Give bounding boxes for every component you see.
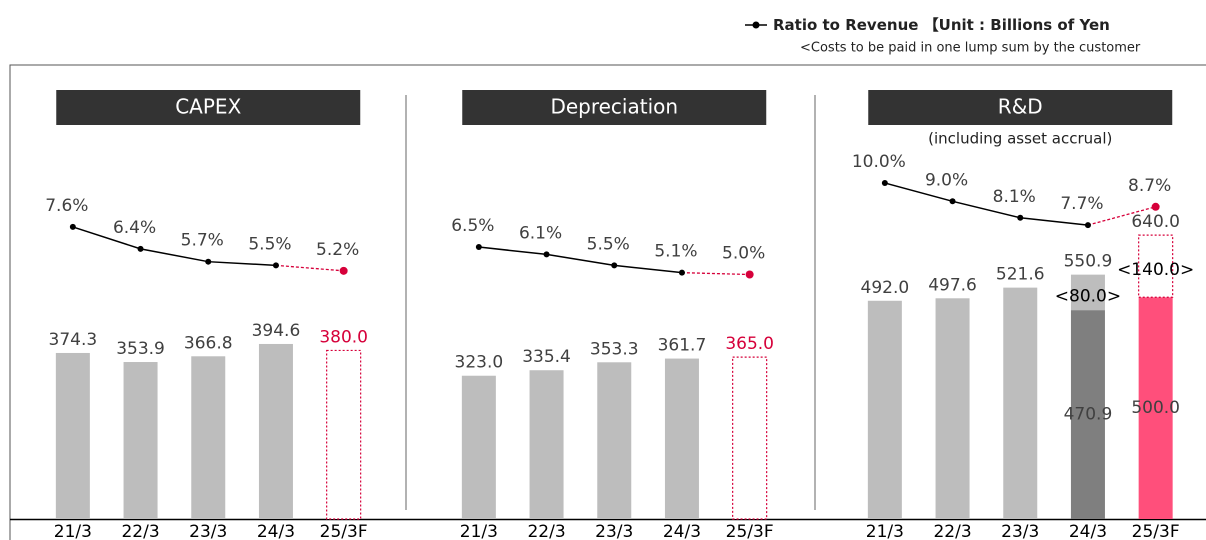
value-label: 374.3: [49, 330, 98, 350]
value-label: 500.0: [1131, 398, 1180, 418]
panel-title: CAPEX: [175, 95, 241, 119]
bar: [1003, 287, 1038, 519]
ratio-label: 5.2%: [316, 240, 359, 260]
ratio-point: [1084, 222, 1091, 229]
panel-subtitle: (including asset accrual): [928, 130, 1112, 148]
panel-title: R&D: [998, 95, 1043, 119]
ratio-point: [1151, 202, 1160, 211]
value-label: 394.6: [252, 321, 301, 341]
value-label: 361.7: [658, 336, 707, 356]
ratio-point: [205, 258, 212, 265]
value-label: 380.0: [319, 327, 368, 347]
ratio-label: 5.5%: [587, 234, 630, 254]
total-label: 640.0: [1131, 212, 1180, 232]
ratio-line-forecast: [681, 272, 750, 276]
bar: [597, 362, 632, 519]
x-tick-label: 21/3: [54, 522, 92, 540]
segment-label: <80.0>: [1055, 286, 1121, 306]
x-tick-label: 22/3: [933, 522, 971, 540]
ratio-label: 5.1%: [654, 242, 697, 262]
ratio-point: [745, 270, 754, 279]
segment-label: <140.0>: [1117, 260, 1194, 280]
x-tick-label: 22/3: [121, 522, 159, 540]
ratio-label: 6.5%: [451, 216, 494, 236]
title-box: [868, 90, 1173, 125]
legend-label: Ratio to Revenue 【Unit : Billions of Yen: [773, 16, 1110, 34]
bar: [867, 300, 902, 519]
bar: [191, 356, 226, 519]
x-tick-label: 23/3: [1001, 522, 1039, 540]
ratio-label: 5.5%: [248, 234, 291, 254]
bar: [1138, 234, 1174, 298]
bar: [123, 362, 158, 519]
ratio-point: [137, 245, 144, 252]
legend-marker: [752, 21, 760, 29]
ratio-label: 5.7%: [181, 231, 224, 251]
value-label: 353.9: [116, 339, 165, 359]
x-tick-label: 21/3: [460, 522, 498, 540]
ratio-label: 6.1%: [519, 223, 562, 243]
ratio-label: 7.7%: [1060, 194, 1103, 214]
ratio-line-forecast: [1087, 206, 1156, 226]
ratio-line: [72, 226, 276, 267]
ratio-point: [543, 251, 550, 258]
title-box: [56, 90, 361, 125]
bar: [529, 370, 564, 519]
ratio-label: 7.6%: [45, 196, 88, 216]
ratio-label: 5.0%: [722, 244, 765, 264]
ratio-point: [69, 223, 76, 230]
x-tick-label: 25/3F: [320, 522, 368, 540]
value-label: 335.4: [522, 347, 571, 367]
value-label: 521.6: [996, 265, 1045, 285]
value-label: 492.0: [861, 278, 910, 298]
note: <Costs to be paid in one lump sum by the…: [800, 41, 1141, 56]
x-tick-label: 23/3: [189, 522, 227, 540]
ratio-label: 9.0%: [925, 170, 968, 190]
ratio-point: [475, 244, 482, 251]
bar: [461, 375, 496, 519]
ratio-point: [339, 266, 348, 275]
ratio-point: [611, 262, 618, 269]
value-label: 497.6: [928, 275, 977, 295]
value-label: 470.9: [1064, 405, 1113, 425]
value-label: 353.3: [590, 339, 639, 359]
total-label: 550.9: [1064, 252, 1113, 272]
bar: [55, 352, 90, 519]
bar: [664, 358, 699, 519]
ratio-line: [478, 246, 683, 274]
value-label: 366.8: [184, 333, 233, 353]
ratio-line: [884, 182, 1089, 226]
ratio-point: [678, 269, 685, 276]
bar: [258, 343, 293, 519]
bar: [935, 298, 970, 519]
value-label: 323.0: [455, 353, 504, 373]
bar: [326, 349, 362, 520]
bar: [1070, 274, 1105, 311]
x-tick-label: 24/3: [1069, 522, 1107, 540]
panel-title: Depreciation: [550, 95, 678, 119]
ratio-label: 10.0%: [852, 152, 906, 172]
frame: [9, 64, 1206, 540]
ratio-point: [881, 180, 888, 186]
ratio-label: 8.7%: [1128, 176, 1171, 196]
ratio-point: [272, 262, 279, 269]
value-label: 365.0: [725, 334, 774, 354]
x-tick-label: 22/3: [527, 522, 565, 540]
ratio-label: 6.4%: [113, 218, 156, 238]
bar: [1138, 297, 1173, 519]
x-tick-label: 21/3: [866, 522, 904, 540]
x-tick-label: 24/3: [663, 522, 701, 540]
x-tick-label: 25/3F: [726, 522, 774, 540]
ratio-line-forecast: [275, 264, 344, 272]
bar: [1070, 310, 1105, 519]
ratio-point: [1017, 214, 1024, 221]
bar: [732, 356, 768, 520]
x-tick-label: 25/3F: [1132, 522, 1180, 540]
ratio-label: 8.1%: [993, 187, 1036, 207]
ratio-point: [949, 198, 956, 205]
title-box: [462, 90, 767, 125]
x-tick-label: 24/3: [257, 522, 295, 540]
x-tick-label: 23/3: [595, 522, 633, 540]
